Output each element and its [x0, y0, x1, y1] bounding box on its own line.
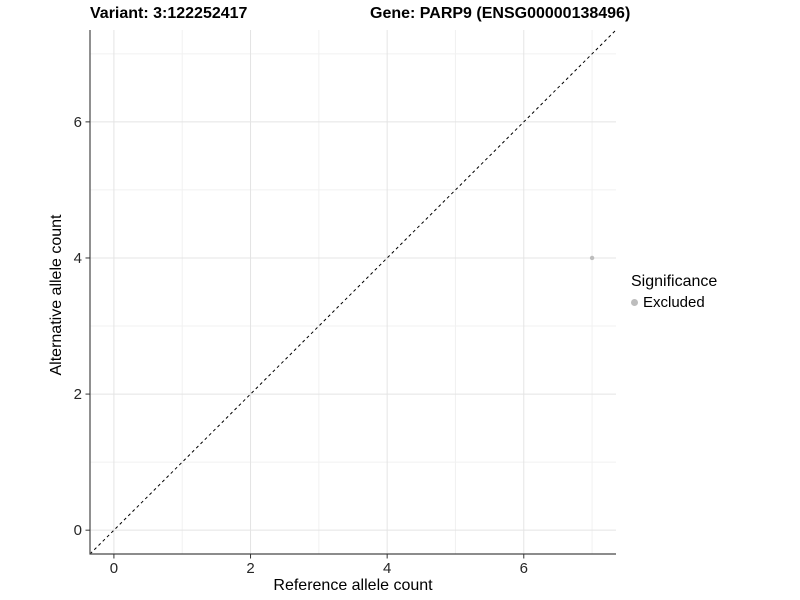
x-tick-label: 2 — [246, 560, 254, 577]
data-point — [589, 255, 595, 261]
x-tick-label: 4 — [383, 560, 391, 577]
y-tick-label: 4 — [74, 250, 82, 267]
x-tick-label: 0 — [110, 560, 118, 577]
plot-title-variant: Variant: 3:122252417 — [90, 5, 248, 22]
x-axis-title: Reference allele count — [273, 577, 433, 594]
legend: Significance Excluded — [631, 273, 717, 311]
legend-title: Significance — [631, 273, 718, 290]
y-axis-title: Alternative allele count — [48, 214, 65, 376]
legend-item-excluded: Excluded — [631, 294, 717, 311]
identity-line — [89, 29, 617, 555]
y-tick-label: 0 — [74, 522, 82, 539]
x-tick-label: 6 — [520, 560, 528, 577]
legend-item-label: Excluded — [643, 294, 705, 311]
y-tick-label: 2 — [74, 386, 82, 403]
plot-title-gene: Gene: PARP9 (ENSG00000138496) — [370, 5, 631, 22]
y-tick-label: 6 — [74, 114, 82, 131]
legend-point-icon — [631, 299, 638, 306]
